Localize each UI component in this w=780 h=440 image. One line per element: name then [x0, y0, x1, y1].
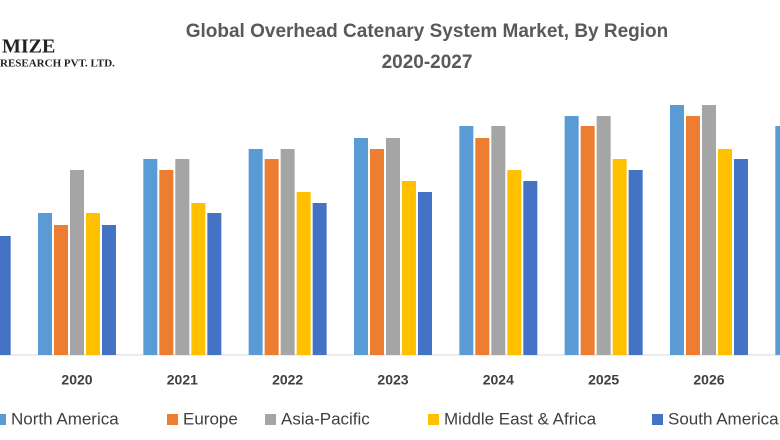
bar: [159, 170, 174, 355]
x-tick-label: 2025: [588, 372, 619, 388]
bar: [459, 126, 474, 355]
bar: [0, 236, 11, 355]
legend-swatch: [167, 414, 178, 425]
x-tick-label: 2023: [377, 372, 408, 388]
x-tick-label: 2024: [483, 372, 514, 388]
legend-label: Europe: [183, 409, 238, 428]
bar: [612, 159, 627, 355]
bar: [102, 225, 116, 355]
x-tick-label: 2026: [693, 372, 724, 388]
bar: [353, 138, 368, 355]
x-tick-label: 2022: [272, 372, 303, 388]
chart-subtitle: 2020-2027: [382, 52, 473, 73]
bar: [38, 213, 52, 355]
legend-label: Middle East & Africa: [444, 409, 597, 428]
bar: [523, 181, 538, 355]
bar: [401, 181, 416, 355]
bar: [491, 126, 506, 355]
bar: [701, 105, 716, 355]
bar: [733, 159, 748, 355]
bar: [54, 225, 68, 355]
legend-swatch: [0, 414, 6, 425]
legend-label: Asia-Pacific: [281, 409, 370, 428]
bar: [369, 149, 384, 355]
bar: [417, 192, 432, 355]
bar: [564, 116, 579, 355]
bar: [507, 170, 522, 355]
bar: [143, 159, 158, 355]
bar: [385, 138, 400, 355]
bar: [717, 149, 732, 355]
bar: [580, 126, 595, 355]
bar: [191, 203, 206, 355]
bar: [628, 170, 643, 355]
bar: [207, 213, 222, 355]
bar: [296, 192, 311, 355]
logo-subtext: RESEARCH PVT. LTD.: [0, 58, 115, 70]
legend-swatch: [652, 414, 663, 425]
bar: [264, 159, 279, 355]
bar: [669, 105, 684, 355]
logo-text: MIZE: [2, 36, 55, 58]
legend-swatch: [265, 414, 276, 425]
legend-label: South America: [668, 409, 779, 428]
bar: [248, 149, 263, 355]
bar: [312, 203, 327, 355]
x-tick-label: 2021: [167, 372, 198, 388]
bar: [70, 170, 84, 355]
legend-swatch: [428, 414, 439, 425]
bar: [86, 213, 100, 355]
bar: [475, 138, 490, 355]
bar: [775, 126, 780, 355]
bar: [596, 116, 611, 355]
legend-label: North America: [11, 409, 119, 428]
bar: [280, 149, 295, 355]
x-tick-label: 2020: [61, 372, 92, 388]
chart-title: Global Overhead Catenary System Market, …: [186, 21, 669, 42]
bar: [175, 159, 190, 355]
bar: [685, 116, 700, 355]
